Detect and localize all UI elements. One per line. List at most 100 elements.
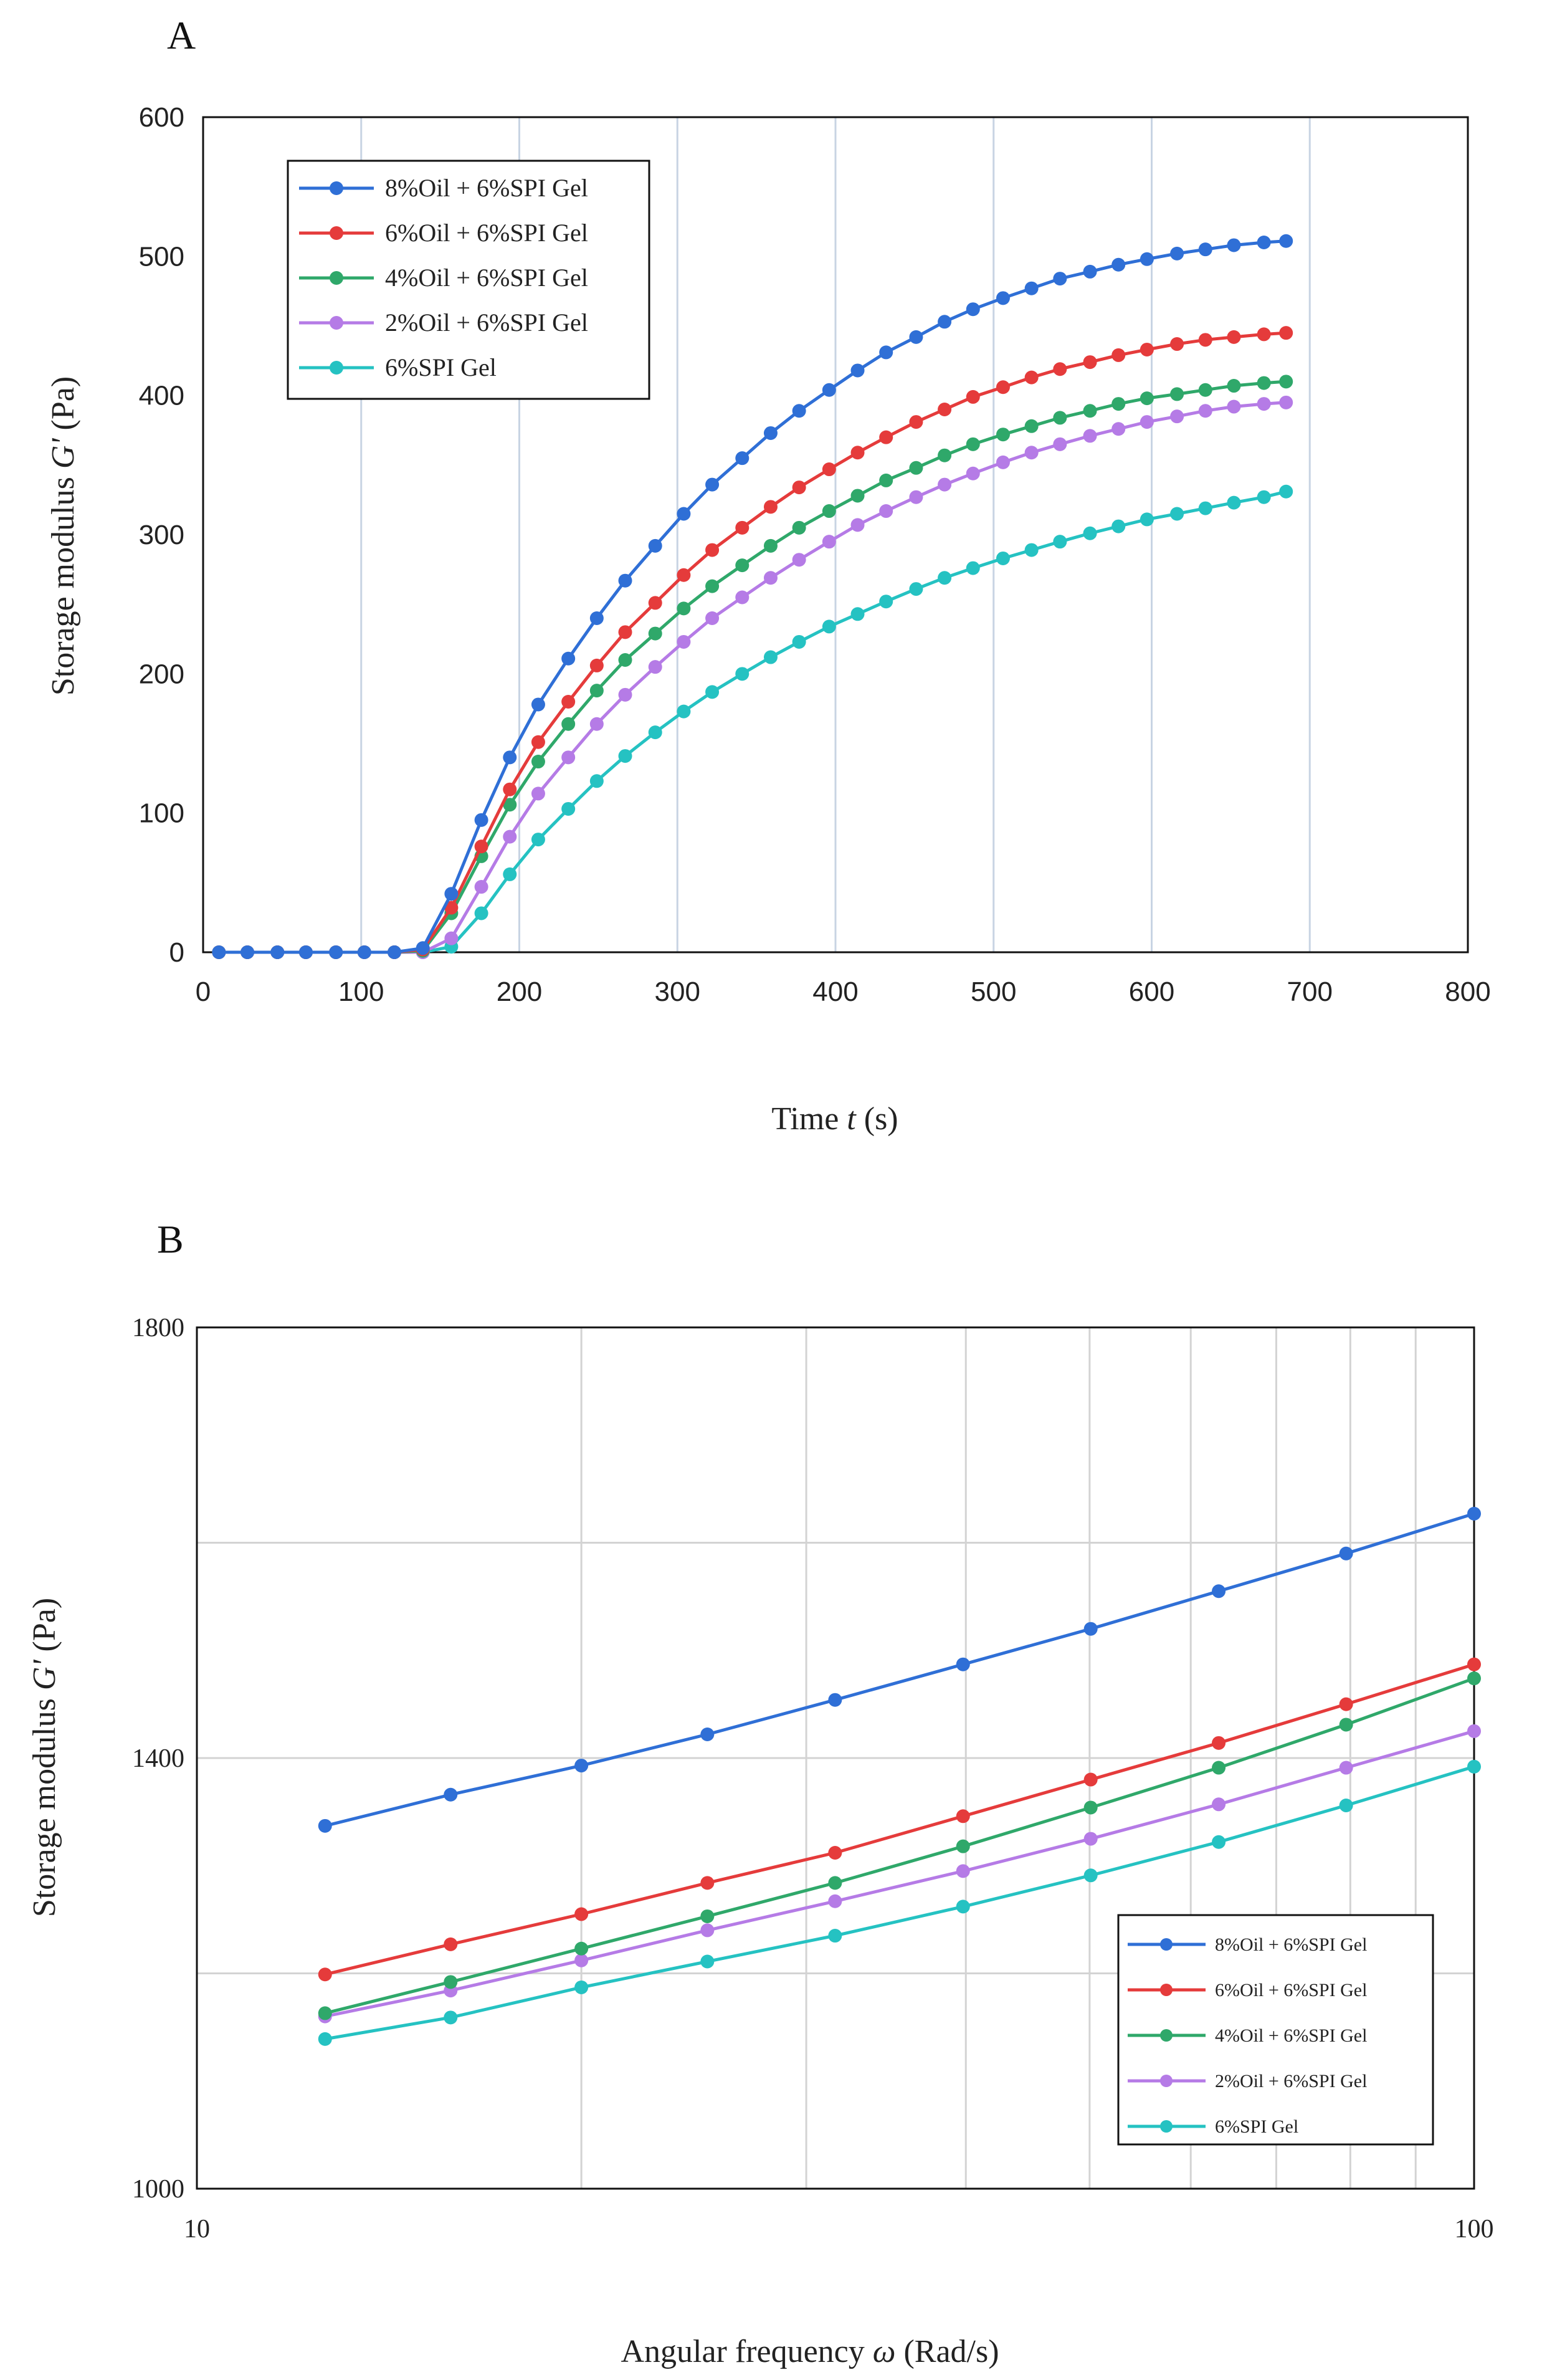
panel-a-data-point — [966, 437, 980, 451]
panel-a-legend-swatch-marker — [330, 316, 343, 330]
panel-a-data-point — [792, 553, 806, 567]
panel-a-data-point — [792, 404, 806, 418]
panel-a-legend-entry: 2%Oil + 6%SPI Gel — [299, 308, 588, 337]
panel-a-data-point — [1024, 419, 1039, 433]
panel-b-y-axis-title: Storage modulus G' (Pa) — [27, 1598, 62, 1917]
panel-b-y-tick-label: 1000 — [132, 2175, 184, 2204]
panel-a-y-tick-label: 0 — [169, 937, 184, 968]
panel-b-legend-box — [1117, 1914, 1434, 2146]
panel-a-data-point — [1170, 337, 1184, 351]
panel-b: B 1000 1400 1800 10 100 8%Oil + 6%SPI Gel 6%… — [27, 1217, 1494, 2369]
panel-b-data-point — [700, 1876, 715, 1890]
panel-b-series-line — [325, 1512, 1475, 1828]
panel-a-data-point — [503, 782, 517, 796]
panel-b-legend-label: 6%SPI Gel — [1215, 2116, 1298, 2137]
panel-a-data-point — [1170, 387, 1184, 401]
panel-b-data-point — [1212, 1761, 1226, 1775]
panel-a-data-point — [444, 901, 459, 915]
panel-a-x-tick-label: 100 — [338, 977, 384, 1007]
panel-a-data-point — [503, 798, 517, 812]
panel-a-y-tick-label: 600 — [139, 102, 184, 133]
panel-a-data-point — [1198, 404, 1212, 418]
panel-a-data-point — [1198, 383, 1212, 397]
panel-b-data-point — [1339, 1761, 1353, 1775]
panel-b-data-point — [574, 1907, 589, 1921]
panel-b-y-tick-label: 1400 — [132, 1744, 184, 1773]
panel-b-data-point — [700, 1727, 715, 1741]
panel-a-data-point — [1024, 446, 1039, 460]
panel-b-data-point — [318, 1818, 332, 1833]
panel-a-x-tick-label: 600 — [1129, 977, 1174, 1007]
panel-a-series-line — [219, 401, 1287, 954]
panel-b-series-line — [325, 1729, 1475, 2019]
panel-b-x-ticks: 10 100 — [184, 2215, 1494, 2244]
panel-b-data-point — [828, 1693, 842, 1707]
panel-a-data-point — [1053, 411, 1067, 425]
panel-b-data-point — [574, 1759, 589, 1773]
panel-b-data-point — [1467, 1506, 1481, 1521]
panel-a-data-point — [879, 473, 893, 487]
panel-a-legend-label: 6%Oil + 6%SPI Gel — [385, 219, 588, 247]
panel-a-data-point — [705, 579, 720, 593]
panel-a-data-point — [503, 867, 517, 881]
panel-a-data-point — [298, 945, 313, 959]
panel-a-data-point — [909, 490, 923, 504]
panel-a-data-point — [938, 477, 952, 492]
panel-b-letter: B — [157, 1217, 184, 1261]
panel-a-data-point — [589, 684, 604, 698]
panel-a-data-point — [561, 717, 576, 731]
panel-a-data-point — [735, 451, 750, 466]
panel-a-data-point — [357, 945, 371, 959]
panel-a-data-point — [1053, 272, 1067, 286]
panel-a-data-point — [1053, 362, 1067, 376]
panel-a-legend-swatch-marker — [330, 181, 343, 195]
panel-a-data-point — [1111, 257, 1126, 272]
panel-a-data-point — [705, 611, 720, 625]
panel-b-data-point — [828, 1876, 842, 1890]
panel-a-data-point — [618, 749, 632, 763]
panel-b-data-point — [1083, 1800, 1098, 1815]
panel-a-data-point — [1257, 327, 1271, 342]
panel-a-data-point — [531, 786, 545, 801]
panel-a-data-point — [735, 558, 750, 573]
panel-b-series-line — [325, 1663, 1475, 1976]
panel-b-data-point — [1339, 1718, 1353, 1732]
panel-a-data-point — [938, 315, 952, 329]
panel-a-legend-entry: 8%Oil + 6%SPI Gel — [299, 174, 588, 202]
panel-a-plot-frame — [202, 116, 1469, 953]
panel-a-data-point — [1024, 281, 1039, 295]
panel-a-data-point — [1170, 246, 1184, 260]
panel-a-data-point — [531, 833, 545, 847]
panel-a-data-point — [503, 829, 517, 844]
panel-b-data-point — [956, 1809, 970, 1823]
panel-b-data-point — [1339, 1697, 1353, 1711]
panel-a-data-point — [705, 477, 720, 492]
panel-a-data-point — [388, 945, 402, 959]
panel-a-x-tick-label: 700 — [1287, 977, 1333, 1007]
panel-a-data-point — [677, 634, 691, 649]
panel-a-data-point — [648, 596, 662, 610]
panel-a-data-point — [966, 302, 980, 317]
panel-a-data-point — [1279, 375, 1293, 389]
panel-a-y-axis-title: Storage modulus G' (Pa) — [45, 376, 81, 695]
panel-a-data-point — [850, 489, 865, 503]
panel-a-data-point — [822, 619, 836, 634]
panel-b-series-line — [325, 1676, 1475, 2015]
panel-b-data-point — [318, 2006, 332, 2020]
panel-a-data-point — [966, 561, 980, 575]
panel-a-data-point — [938, 403, 952, 416]
panel-a-legend-box — [287, 160, 650, 400]
panel-a-data-point — [1227, 399, 1241, 414]
panel-a-data-point — [792, 634, 806, 649]
panel-a-data-point — [850, 607, 865, 621]
panel-a-data-point — [1279, 326, 1293, 340]
panel-a-data-point — [618, 573, 632, 588]
panel-a-data-point — [648, 660, 662, 674]
panel-b-data-point — [1212, 1797, 1226, 1812]
panel-b-legend-swatch-marker — [1160, 1984, 1173, 1996]
panel-a-x-tick-label: 0 — [196, 977, 211, 1007]
panel-b-legend-swatch-marker — [1160, 2120, 1173, 2133]
panel-a-data-point — [474, 906, 488, 920]
panel-a-data-point — [444, 931, 459, 945]
